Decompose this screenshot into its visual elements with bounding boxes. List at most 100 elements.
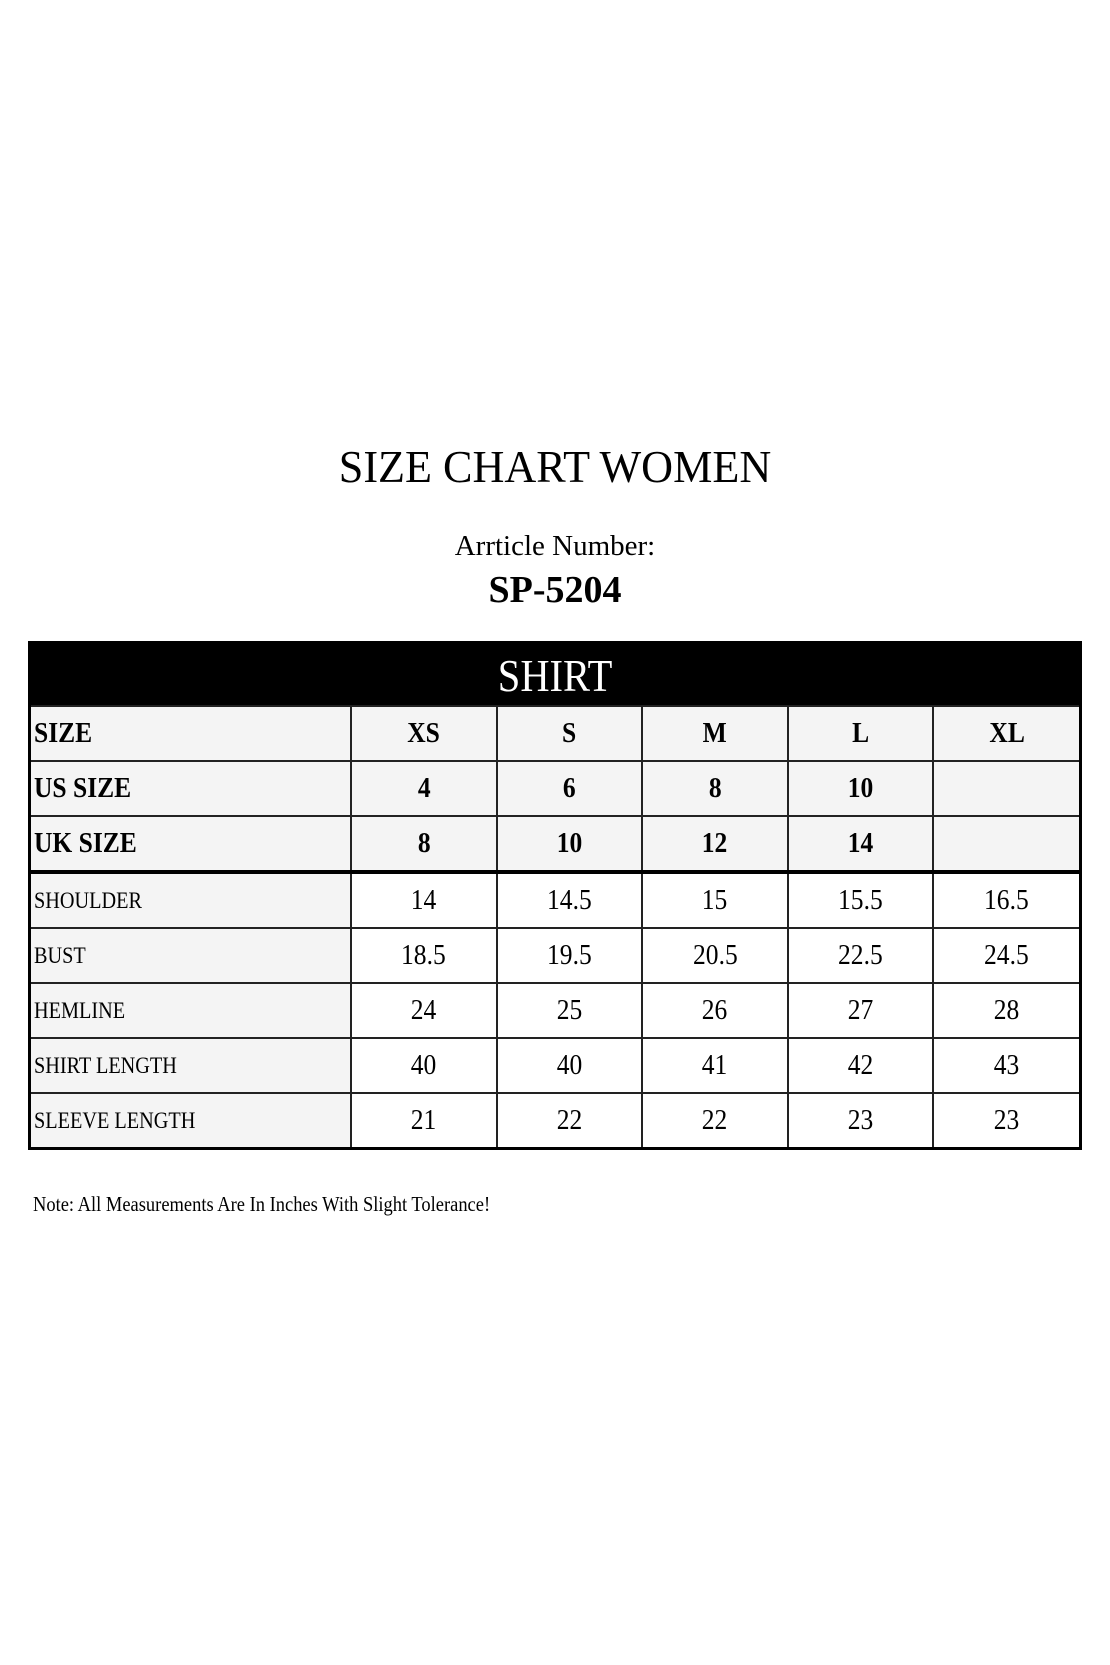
value-cell: 10 [786,760,935,817]
section-title: SHIRT [497,650,613,701]
value-cell: 14.5 [495,871,644,929]
cell-value: 4 [417,772,431,804]
cell-value: 8 [708,772,722,804]
value-cell: 42 [786,1037,935,1094]
measurement-note: Note: All Measurements Are In Inches Wit… [33,1192,552,1217]
value-cell: XL [932,705,1079,762]
header-row: US SIZE 4 6 8 10 [31,760,1079,817]
cell-value: 23 [847,1104,874,1136]
cell-value: 22 [556,1104,583,1136]
value-cell: 12 [641,815,789,874]
cell-value: 22 [702,1104,728,1136]
cell-value: 8 [417,827,431,859]
row-label-cell: US SIZE [31,760,352,817]
cell-value: XS [407,717,441,749]
value-cell: 41 [641,1037,789,1094]
value-cell: 20.5 [641,927,789,984]
cell-value: XL [988,717,1025,749]
row-label: UK SIZE [34,827,137,859]
value-cell: 43 [932,1037,1079,1094]
cell-value: S [562,717,577,749]
cell-value: 14 [411,884,437,916]
row-label-cell: SIZE [31,705,352,762]
value-cell: 15.5 [786,871,935,929]
row-label-cell: UK SIZE [31,815,352,874]
cell-value: 10 [847,772,874,804]
value-cell [932,815,1079,874]
row-label-cell: HEMLINE [31,982,352,1039]
value-cell: 23 [932,1092,1079,1147]
cell-value: 15.5 [838,884,883,916]
value-cell: L [786,705,935,762]
row-label-cell: SHIRT LENGTH [31,1037,352,1094]
cell-value: 41 [702,1049,728,1081]
cell-value: 12 [702,827,728,859]
value-cell: 10 [495,815,644,874]
row-label-cell: BUST [31,927,352,984]
value-cell: S [495,705,644,762]
size-chart-table: SHIRT SIZE XS S M L XL US SIZE 4 6 8 10 UK SIZE 8 10 1… [28,641,1082,1150]
table-row: SLEEVE LENGTH 21 22 22 23 23 [31,1092,1079,1147]
header-row: UK SIZE 8 10 12 14 [31,815,1079,874]
value-cell: 8 [641,760,789,817]
cell-value: 22.5 [838,939,883,971]
value-cell: 19.5 [495,927,644,984]
value-cell: 6 [495,760,644,817]
value-cell: 24.5 [932,927,1079,984]
cell-value: 6 [563,772,576,804]
value-cell: 27 [786,982,935,1039]
value-cell: 4 [350,760,498,817]
note-text: Note: All Measurements Are In Inches Wit… [33,1192,491,1216]
value-cell: 28 [932,982,1079,1039]
cell-value: 26 [702,994,728,1026]
value-cell: M [641,705,789,762]
value-cell: 21 [350,1092,498,1147]
table-row: HEMLINE 24 25 26 27 28 [31,982,1079,1039]
value-cell: XS [350,705,498,762]
cell-value: 28 [993,994,1020,1026]
row-label: HEMLINE [34,997,126,1023]
value-cell: 40 [495,1037,644,1094]
value-cell: 25 [495,982,644,1039]
header-row: SIZE XS S M L XL [31,705,1079,762]
value-cell: 18.5 [350,927,498,984]
value-cell: 22.5 [786,927,935,984]
value-cell: 8 [350,815,498,874]
value-cell: 14 [786,815,935,874]
value-cell [932,760,1079,817]
value-cell: 24 [350,982,498,1039]
cell-value: 14 [847,827,874,859]
value-cell: 16.5 [932,871,1079,929]
value-cell: 22 [495,1092,644,1147]
cell-value: 15 [702,884,728,916]
cell-value: L [852,717,870,749]
value-cell: 22 [641,1092,789,1147]
cell-value: 19.5 [547,939,592,971]
cell-value: M [702,717,728,749]
cell-value: 40 [411,1049,437,1081]
table-row: BUST 18.5 19.5 20.5 22.5 24.5 [31,927,1079,984]
cell-value: 18.5 [401,939,447,971]
row-label: US SIZE [34,772,132,804]
section-header: SHIRT [31,644,1079,705]
article-number-label: Arrticle Number: [454,530,656,562]
cell-value: 40 [556,1049,583,1081]
cell-value: 20.5 [692,939,738,971]
table-row: SHOULDER 14 14.5 15 15.5 16.5 [31,871,1079,929]
cell-value: 42 [847,1049,874,1081]
cell-value: 43 [993,1049,1020,1081]
cell-value: 24 [411,994,437,1026]
row-label: SIZE [34,717,93,749]
cell-value: 25 [556,994,583,1026]
cell-value: 14.5 [547,884,592,916]
value-cell: 15 [641,871,789,929]
table-row: SHIRT LENGTH 40 40 41 42 43 [31,1037,1079,1094]
value-cell: 23 [786,1092,935,1147]
cell-value: 21 [411,1104,437,1136]
row-label-cell: SLEEVE LENGTH [31,1092,352,1147]
page-title: SIZE CHART WOMEN [338,441,772,492]
cell-value: 10 [556,827,583,859]
row-label: BUST [34,942,86,968]
row-label: SHOULDER [34,887,142,913]
cell-value: 27 [847,994,874,1026]
